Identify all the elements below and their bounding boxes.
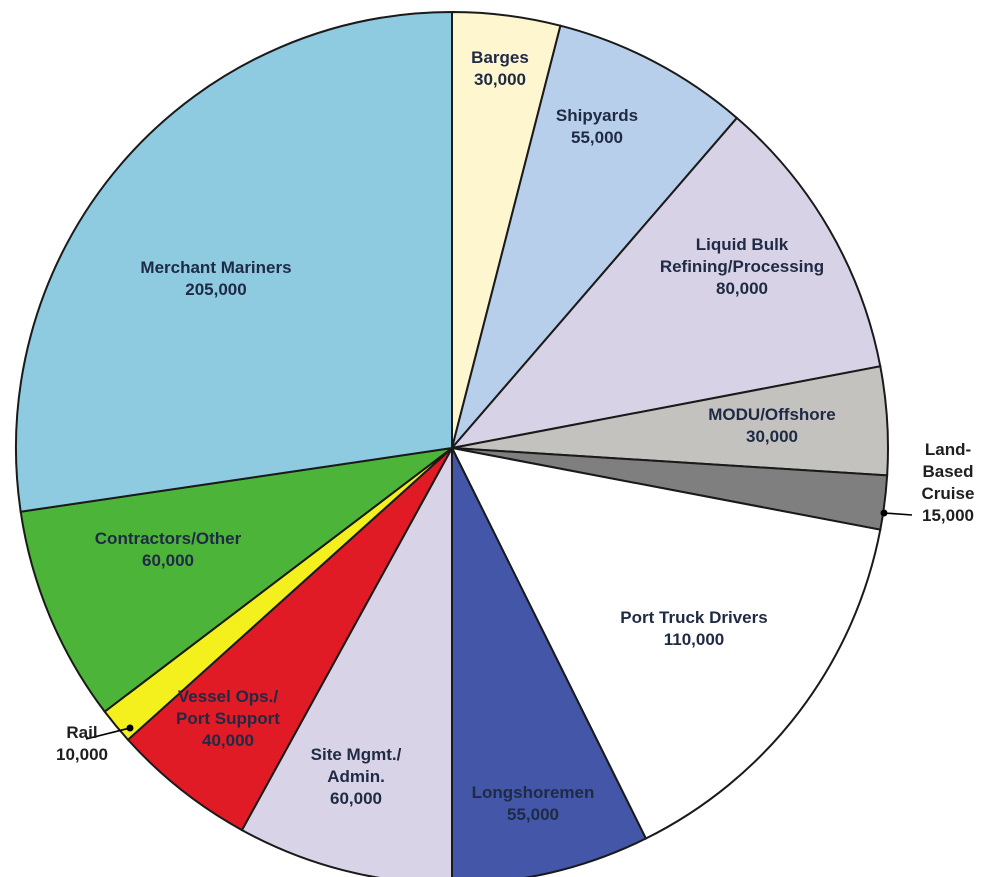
pie-slice-shipyards <box>451 24 739 449</box>
pie-slices <box>15 10 889 877</box>
pie-slice-liquid-bulk <box>449 116 882 450</box>
leader-line-rail <box>85 727 131 740</box>
slice-label-land: Land-Based Cruise 15,000 <box>922 440 975 525</box>
leader-dot-rail <box>126 724 134 732</box>
pie-slice-vessel-ops <box>126 447 453 832</box>
slice-labels: Barges 30,000 Shipyards 55,000 Liquid Bulk Re… <box>56 48 974 824</box>
pie-slice-contractors-other <box>19 447 453 714</box>
pie-slice-merchant-mariners <box>15 10 453 513</box>
slice-label-longshoremen: Longshoremen 55,000 <box>472 783 595 824</box>
slice-label-rail: Rail 10,000 <box>56 723 108 764</box>
leader-dot-land <box>880 509 888 517</box>
pie-slice-port-truck-drivers <box>450 446 882 840</box>
slice-label-barges: Barges 30,000 <box>471 48 529 89</box>
slice-label-shipyards: Shipyards 55,000 <box>556 106 638 147</box>
slice-label-liquid-bulk: Liquid Bulk Refining/Processing 80,000 <box>660 235 824 298</box>
slice-label-contractors-other: Contractors/Other 60,000 <box>95 529 242 570</box>
leader-line-land <box>883 512 913 516</box>
pie-slice-site-mgmt <box>240 447 453 877</box>
slice-label-port-truck-drivers: Port Truck Drivers 110,000 <box>620 608 767 649</box>
slice-label-vessel-ops: Vessel Ops./Port Support 40,000 <box>176 687 280 750</box>
pie-slice-longshoremen <box>451 447 648 877</box>
slice-label-modu-offshore: MODU/Offshore 30,000 <box>708 405 836 446</box>
slice-label-merchant-mariners: Merchant Mariners 205,000 <box>140 258 291 299</box>
slice-label-site-mgmt: Site Mgmt./Admin. 60,000 <box>311 745 402 808</box>
